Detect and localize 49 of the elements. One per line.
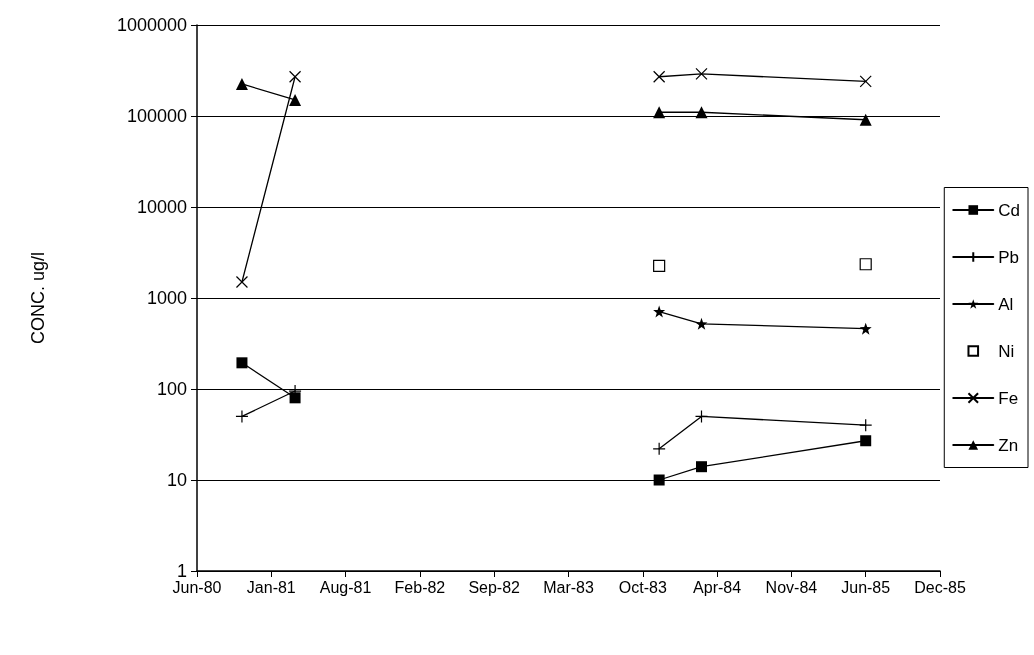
legend-label: Fe (998, 388, 1019, 408)
y-axis-title: CONC. ug/l (28, 251, 48, 345)
x-tick-label: Nov-84 (765, 578, 818, 596)
point (288, 70, 302, 83)
legend-label: Al (998, 294, 1014, 314)
point (859, 258, 872, 271)
point (235, 77, 248, 90)
y-tick-label: 1000000 (116, 15, 187, 35)
x-tick-label: Oct-83 (618, 578, 667, 596)
legend-label: Pb (998, 247, 1020, 267)
x-tick-label: Apr-84 (693, 578, 742, 596)
point (859, 322, 872, 335)
point (860, 435, 872, 447)
point (694, 409, 709, 423)
point (653, 259, 666, 273)
point (859, 418, 873, 432)
point (289, 93, 302, 106)
point (695, 317, 708, 330)
x-tick-label: Jun-85 (841, 578, 891, 596)
legend-label: Cd (998, 200, 1020, 220)
y-tick-label: 1 (176, 561, 187, 581)
point (235, 409, 249, 423)
legend-label: Zn (998, 435, 1019, 455)
point (859, 113, 872, 126)
point (653, 106, 666, 119)
y-tick-label: 100 (156, 379, 187, 399)
x-tick-label: Sep-82 (468, 578, 521, 596)
point (235, 275, 249, 289)
point (859, 75, 872, 88)
x-tick-label: Feb-82 (394, 578, 446, 596)
point (653, 305, 666, 318)
point (652, 442, 666, 456)
x-tick-label: Mar-83 (543, 578, 594, 596)
point (653, 474, 665, 486)
point (653, 70, 666, 83)
y-tick-label: 10000 (136, 197, 187, 217)
point (236, 357, 248, 369)
y-tick-label: 100000 (126, 106, 187, 126)
point (695, 106, 708, 119)
point (696, 461, 707, 473)
x-tick-label: Jun-80 (172, 578, 222, 596)
point (695, 67, 708, 81)
legend-label: Ni (998, 341, 1015, 361)
y-tick-label: 1000 (146, 288, 187, 308)
point (289, 392, 301, 404)
x-tick-label: Jan-81 (246, 578, 296, 596)
x-tick-label: Aug-81 (319, 578, 372, 596)
y-tick-label: 10 (166, 470, 187, 490)
x-tick-label: Dec-85 (914, 578, 966, 596)
